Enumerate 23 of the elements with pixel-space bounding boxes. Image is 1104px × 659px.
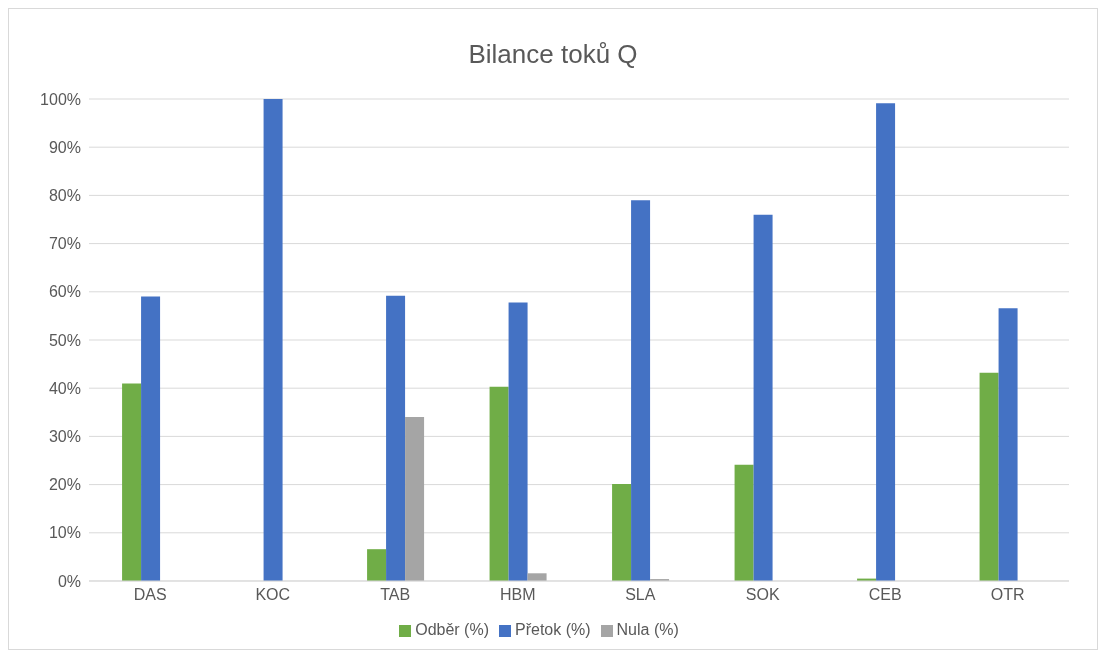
y-tick-label: 30% <box>48 428 81 446</box>
x-tick-label: SLA <box>625 586 656 604</box>
y-tick-label: 70% <box>48 235 81 253</box>
y-tick-label: 100% <box>40 90 81 108</box>
x-tick-label: CEB <box>868 586 902 604</box>
x-tick-label: HBM <box>499 586 536 604</box>
chart-title: Bilance toků Q <box>467 39 639 71</box>
x-tick-label: KOC <box>255 586 291 604</box>
y-tick-label: 20% <box>48 476 81 494</box>
legend-label: Odběr (%) <box>415 621 489 638</box>
y-tick-label: 10% <box>48 524 81 542</box>
y-tick-label: 60% <box>48 283 81 301</box>
x-tick-label: TAB <box>380 586 411 604</box>
legend-label: Přetok (%) <box>514 621 591 638</box>
y-tick-label: 50% <box>48 331 81 349</box>
y-tick-label: 80% <box>48 187 81 205</box>
y-tick-label: 90% <box>48 138 81 156</box>
y-tick-label: 40% <box>48 379 81 397</box>
x-tick-label: SOK <box>745 586 780 604</box>
x-tick-label: DAS <box>133 586 167 604</box>
legend-label: Nula (%) <box>616 621 679 638</box>
x-tick-label: OTR <box>990 586 1025 604</box>
y-tick-label: 0% <box>57 572 81 590</box>
